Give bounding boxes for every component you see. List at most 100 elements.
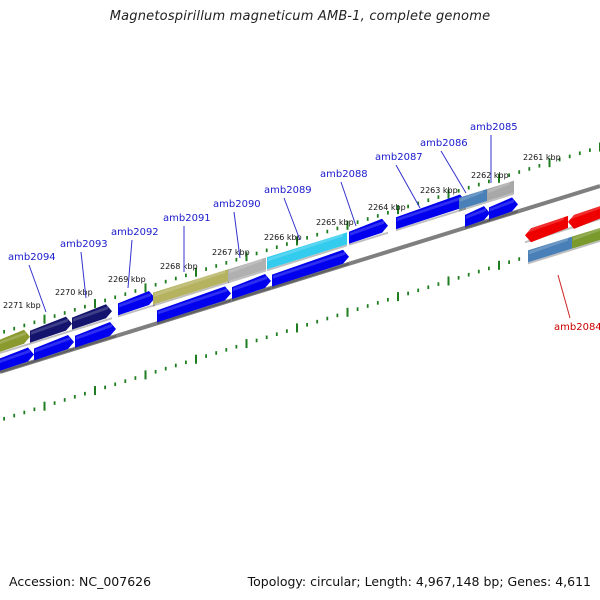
feature-shadow xyxy=(75,335,116,350)
kbp-label: 2263 kbp xyxy=(420,186,458,195)
gene-feature-block[interactable] xyxy=(118,290,155,318)
feature-body xyxy=(396,194,466,230)
feature-highlight xyxy=(233,275,267,292)
gene-feature-block[interactable] xyxy=(72,304,112,332)
feature-shadow xyxy=(465,219,490,229)
gene-feature-block[interactable] xyxy=(157,286,231,325)
kbp-label: 2266 kbp xyxy=(264,233,302,242)
genome-backbone-line xyxy=(0,184,600,374)
gene-feature-block[interactable] xyxy=(489,197,518,222)
feature-highlight xyxy=(0,331,26,345)
map-title: Magnetospirillum magneticum AMB-1, compl… xyxy=(109,9,491,24)
tick-ring-outer xyxy=(3,142,600,334)
gene-feature-block[interactable] xyxy=(272,249,349,289)
gene-feature-block[interactable] xyxy=(232,273,271,302)
gene-features xyxy=(0,180,600,375)
feature-shadow xyxy=(349,231,388,246)
kbp-label: 2261 kbp xyxy=(523,153,561,162)
gene-feature-block[interactable] xyxy=(568,204,600,230)
kbp-labels: 2261 kbp 2262 kbp 2263 kbp 2264 kbp 2265 kbp… xyxy=(3,153,561,310)
gene-feature-block[interactable] xyxy=(525,215,568,244)
gene-label[interactable]: amb2088 xyxy=(320,169,368,180)
feature-body xyxy=(228,257,266,282)
feature-body xyxy=(232,273,271,300)
feature-shadow xyxy=(572,239,600,251)
feature-body xyxy=(0,347,34,371)
feature-highlight xyxy=(350,220,384,236)
topology-text: Topology: circular; Length: 4,967,148 bp… xyxy=(247,574,591,589)
feature-shadow xyxy=(267,244,347,272)
feature-body xyxy=(465,206,490,227)
backbone xyxy=(0,184,600,374)
gene-label[interactable]: amb2085 xyxy=(470,122,518,133)
feature-body xyxy=(572,227,600,249)
feature-shadow xyxy=(487,192,514,204)
kbp-label: 2268 kbp xyxy=(160,262,198,271)
kbp-label: 2262 kbp xyxy=(471,171,509,180)
gene-feature-block[interactable] xyxy=(153,269,229,307)
feature-body xyxy=(459,189,487,210)
gene-leader-line xyxy=(440,150,467,194)
feature-highlight xyxy=(273,251,345,279)
kbp-label: 2264 kbp xyxy=(368,203,406,212)
gene-feature-block[interactable] xyxy=(528,236,572,265)
gene-feature-block[interactable] xyxy=(0,329,30,356)
gene-label[interactable]: amb2093 xyxy=(60,239,108,250)
feature-body xyxy=(157,286,231,323)
feature-body xyxy=(568,206,600,229)
gene-feature-block[interactable] xyxy=(228,257,266,284)
feature-highlight xyxy=(0,349,30,364)
kbp-label: 2269 kbp xyxy=(108,275,146,284)
feature-shadow xyxy=(118,303,155,318)
feature-body xyxy=(75,322,116,348)
gene-label[interactable]: amb2084 xyxy=(554,322,600,333)
gene-leader-line xyxy=(395,164,421,209)
feature-body xyxy=(153,269,229,305)
gene-feature-block[interactable] xyxy=(30,316,72,345)
gene-label[interactable]: amb2087 xyxy=(375,152,423,163)
gene-feature-block[interactable] xyxy=(75,322,116,350)
gene-feature-block[interactable] xyxy=(34,335,74,363)
gene-feature-block[interactable] xyxy=(267,232,347,272)
feature-shadow xyxy=(157,299,231,325)
feature-body xyxy=(267,232,347,270)
feature-highlight xyxy=(31,318,68,335)
feature-shadow xyxy=(72,317,112,332)
feature-shadow xyxy=(153,281,229,307)
feature-highlight xyxy=(35,337,70,353)
gene-label[interactable]: amb2090 xyxy=(213,199,261,210)
gene-leader-line xyxy=(283,197,301,241)
gene-label[interactable]: amb2089 xyxy=(264,185,312,196)
feature-highlight xyxy=(268,233,343,262)
feature-body xyxy=(0,329,30,352)
gene-label[interactable]: amb2092 xyxy=(111,227,159,238)
feature-highlight xyxy=(397,196,462,222)
gene-leader-line xyxy=(233,211,241,259)
feature-highlight xyxy=(569,205,600,220)
gene-feature-block[interactable] xyxy=(465,206,490,229)
kbp-label: 2270 kbp xyxy=(55,288,93,297)
gene-label[interactable]: amb2091 xyxy=(163,213,211,224)
gene-leader-line xyxy=(80,251,87,299)
gene-feature-block[interactable] xyxy=(459,189,487,212)
gene-leader-line xyxy=(127,239,133,289)
feature-highlight xyxy=(158,288,227,315)
feature-highlight xyxy=(460,190,483,202)
gene-feature-block[interactable] xyxy=(487,180,514,204)
gene-label[interactable]: amb2086 xyxy=(420,138,468,149)
feature-shadow xyxy=(272,262,349,289)
feature-shadow xyxy=(528,248,572,265)
gene-feature-block[interactable] xyxy=(0,347,34,375)
gene-feature-block[interactable] xyxy=(572,226,600,251)
feature-shadow xyxy=(228,269,266,284)
feature-highlight xyxy=(488,181,510,194)
gene-label[interactable]: amb2094 xyxy=(8,252,56,263)
gene-leader-line xyxy=(340,181,357,227)
gene-feature-block[interactable] xyxy=(349,218,388,246)
feature-shadow xyxy=(489,210,518,222)
feature-highlight xyxy=(119,292,151,308)
gene-leader-line xyxy=(557,274,571,319)
gene-feature-block[interactable] xyxy=(396,194,466,232)
